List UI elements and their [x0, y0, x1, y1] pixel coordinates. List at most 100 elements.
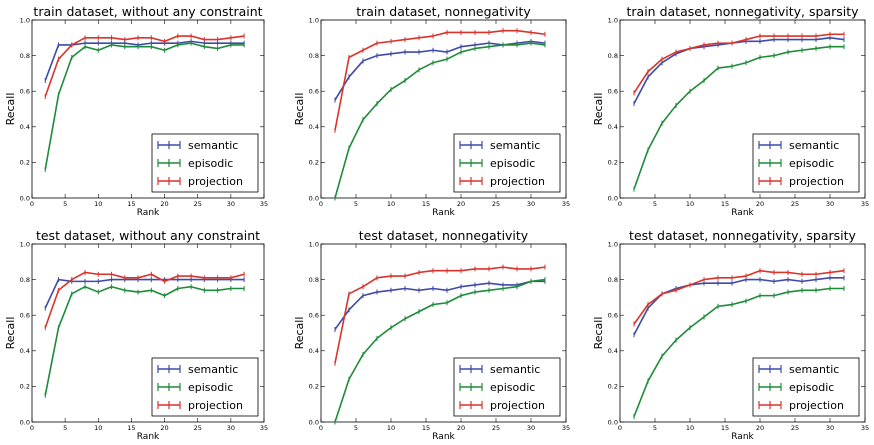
chart-title: train dataset, nonnegativity, sparsity — [627, 4, 860, 19]
x-tick-label: 30 — [826, 200, 834, 208]
legend-label: episodic — [789, 381, 834, 394]
y-tick-label: 0.6 — [608, 88, 618, 96]
y-tick-label: 0.6 — [20, 88, 30, 96]
y-tick-label: 0.2 — [309, 383, 319, 391]
y-axis-label: Recall — [592, 93, 605, 126]
y-tick-label: 0.2 — [608, 383, 618, 391]
x-tick-label: 35 — [861, 424, 869, 432]
x-tick-label: 15 — [721, 424, 729, 432]
legend-label: projection — [490, 175, 545, 188]
series-line-episodic — [334, 278, 546, 423]
chart-panel: test dataset, without any constraint 0 5 10… — [4, 228, 268, 442]
y-axis-label: Recall — [4, 93, 17, 126]
y-tick-label: 0.8 — [309, 276, 319, 284]
y-tick-label: 0.2 — [20, 383, 30, 391]
y-tick-label: 0.6 — [309, 312, 319, 320]
y-tick-label: 1.0 — [309, 16, 319, 24]
plot-frame — [320, 243, 567, 423]
series-line-semantic — [44, 278, 245, 309]
x-tick-label: 10 — [387, 424, 395, 432]
y-tick-label: 0.0 — [309, 418, 319, 426]
x-tick-label: 30 — [227, 424, 235, 432]
chart-panel: test dataset, nonnegativity, sparsity 0 5 1… — [592, 228, 869, 442]
legend-label: episodic — [188, 381, 233, 394]
y-tick-label: 0.0 — [608, 418, 618, 426]
x-axis-label: Rank — [432, 208, 455, 218]
legend: semantic episodic projection — [151, 357, 259, 417]
x-tick-label: 30 — [227, 200, 235, 208]
x-tick-label: 20 — [457, 200, 465, 208]
x-tick-label: 5 — [63, 200, 67, 208]
x-tick-label: 25 — [492, 424, 500, 432]
series-line-projection — [44, 35, 245, 97]
series-line-projection — [633, 269, 845, 325]
x-tick-label: 20 — [756, 200, 764, 208]
legend-label: episodic — [789, 157, 834, 170]
x-tick-label: 5 — [653, 200, 657, 208]
chart-panel: test dataset, nonnegativity 0 5 10 15 20 25 30 3… — [293, 228, 570, 442]
y-axis-label: Recall — [592, 317, 605, 350]
plot-frame — [31, 243, 265, 423]
chart-panel: train dataset, without any constraint 0 5 1… — [4, 4, 268, 218]
y-tick-label: 0.2 — [608, 159, 618, 167]
series-line-projection — [44, 271, 245, 328]
y-tick-label: 0.8 — [309, 52, 319, 60]
y-tick-label: 1.0 — [20, 16, 30, 24]
x-axis-label: Rank — [137, 208, 160, 218]
x-tick-label: 35 — [260, 200, 268, 208]
y-tick-label: 0.2 — [20, 159, 30, 167]
x-tick-label: 0 — [618, 200, 622, 208]
x-tick-label: 20 — [160, 200, 168, 208]
series-line-semantic — [334, 280, 545, 330]
legend-label: semantic — [490, 363, 540, 376]
chart-title: test dataset, without any constraint — [36, 228, 260, 243]
x-tick-label: 0 — [319, 200, 323, 208]
x-tick-label: 20 — [160, 424, 168, 432]
x-tick-label: 35 — [260, 424, 268, 432]
series-line-episodic — [334, 42, 546, 199]
series-line-episodic — [633, 287, 844, 417]
y-tick-label: 0.4 — [608, 347, 618, 355]
chart-title: test dataset, nonnegativity — [359, 228, 529, 243]
legend-label: projection — [490, 399, 545, 412]
y-tick-label: 0.0 — [309, 194, 319, 202]
x-tick-label: 10 — [94, 424, 102, 432]
legend-label: episodic — [490, 157, 535, 170]
legend: semantic episodic projection — [752, 133, 860, 193]
y-axis-label: Recall — [293, 317, 306, 350]
y-tick-label: 0.2 — [309, 159, 319, 167]
y-tick-label: 0.4 — [309, 123, 319, 131]
series-line-semantic — [633, 277, 844, 336]
plot-frame — [31, 19, 265, 199]
y-tick-label: 1.0 — [309, 240, 319, 248]
y-tick-label: 0.8 — [20, 52, 30, 60]
x-axis-label: Rank — [137, 432, 160, 442]
x-tick-label: 25 — [791, 200, 799, 208]
x-tick-label: 15 — [721, 200, 729, 208]
chart-panel: train dataset, nonnegativity, sparsity 0 5… — [592, 4, 869, 218]
y-tick-label: 0.4 — [608, 123, 618, 131]
x-tick-label: 10 — [686, 200, 694, 208]
x-tick-label: 30 — [826, 424, 834, 432]
x-tick-label: 25 — [194, 200, 202, 208]
y-tick-label: 0.8 — [608, 52, 618, 60]
y-tick-label: 1.0 — [20, 240, 30, 248]
x-tick-label: 25 — [194, 424, 202, 432]
x-tick-label: 30 — [527, 200, 535, 208]
y-axis-label: Recall — [4, 317, 17, 350]
series-line-projection — [334, 266, 546, 364]
legend-label: semantic — [490, 139, 540, 152]
legend-label: episodic — [188, 157, 233, 170]
x-tick-label: 25 — [492, 200, 500, 208]
x-tick-label: 35 — [562, 200, 570, 208]
x-tick-label: 25 — [791, 424, 799, 432]
x-tick-label: 20 — [756, 424, 764, 432]
x-tick-label: 10 — [94, 200, 102, 208]
series-line-semantic — [633, 36, 845, 105]
x-tick-label: 20 — [457, 424, 465, 432]
x-tick-label: 0 — [30, 424, 34, 432]
y-tick-label: 0.4 — [20, 347, 30, 355]
legend-label: semantic — [188, 139, 238, 152]
legend-label: projection — [188, 175, 243, 188]
